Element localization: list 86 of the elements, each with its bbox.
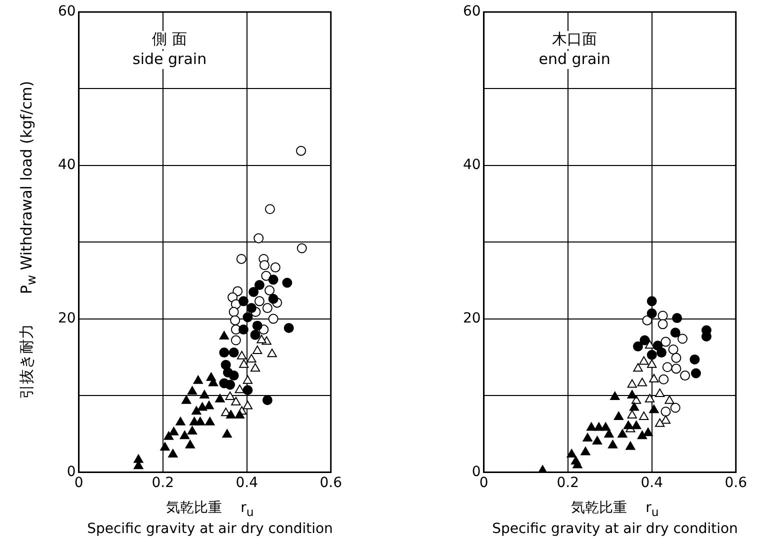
y-tick-label: 60	[462, 4, 481, 20]
x-tick-label: 0.4	[640, 475, 664, 492]
point	[226, 410, 236, 418]
y-tick-label: 60	[58, 4, 76, 20]
point	[225, 380, 236, 390]
point	[219, 348, 230, 358]
point	[236, 254, 246, 264]
point	[254, 233, 264, 244]
point	[176, 416, 186, 426]
point	[267, 348, 277, 358]
point	[270, 262, 280, 272]
point	[246, 303, 256, 314]
y-tick-label: 0	[472, 464, 481, 480]
point	[230, 335, 241, 346]
point	[236, 350, 247, 360]
y-tick-label: 20	[462, 310, 481, 326]
point	[242, 375, 253, 384]
point	[234, 384, 245, 394]
point	[164, 431, 174, 440]
y-tick-label: 40	[58, 157, 76, 174]
point	[185, 440, 195, 448]
point	[168, 449, 178, 458]
x-axis-title: 気乾比重 r$_{u}$ Specific gravity at air dry condition	[491, 500, 739, 538]
point	[264, 285, 275, 296]
point	[182, 395, 192, 404]
point	[239, 359, 249, 368]
point	[242, 385, 253, 396]
y-tick-label: 20	[58, 310, 76, 326]
point	[193, 375, 203, 384]
point	[262, 395, 272, 406]
y-tick-label: 0	[66, 464, 76, 480]
point	[160, 442, 170, 451]
point	[225, 392, 235, 400]
point	[197, 402, 208, 411]
point	[238, 296, 248, 306]
point	[254, 280, 264, 290]
point	[242, 400, 253, 410]
point	[234, 410, 245, 418]
point	[219, 330, 229, 340]
x-tick-label: 0.4	[236, 475, 258, 492]
point	[262, 303, 272, 314]
x-axis-title: 気乾比重 r$_{u}$ Specific gravity at air dry condition	[86, 500, 334, 538]
point	[192, 406, 202, 415]
point	[259, 260, 270, 270]
point	[268, 314, 278, 324]
point	[180, 430, 190, 440]
point	[250, 363, 260, 372]
point	[256, 334, 266, 344]
point	[242, 312, 253, 322]
x-tick-label: 0.2	[152, 475, 174, 492]
point	[252, 346, 262, 354]
point	[254, 296, 264, 306]
point	[250, 330, 260, 340]
point	[284, 323, 294, 334]
point	[134, 454, 144, 463]
point	[246, 354, 256, 362]
text: 側 面 side grain	[132, 30, 207, 68]
text: 木口面 end grain	[538, 30, 610, 68]
point	[195, 416, 206, 426]
point	[296, 243, 307, 254]
point	[261, 270, 272, 281]
point	[222, 429, 232, 438]
point	[296, 146, 306, 156]
point	[168, 426, 179, 436]
point	[228, 370, 239, 381]
point	[231, 396, 241, 406]
point	[264, 204, 275, 214]
y-tick-label: 40	[462, 157, 481, 174]
x-tick-label: 0.2	[556, 475, 579, 492]
point	[282, 278, 292, 288]
point	[238, 324, 248, 335]
x-tick-label: 0.6	[320, 475, 342, 492]
point	[228, 306, 239, 317]
x-tick-label: 0.6	[724, 475, 748, 492]
point	[230, 315, 240, 326]
point	[252, 320, 262, 331]
point	[248, 286, 259, 297]
point	[205, 416, 215, 426]
point	[187, 386, 198, 395]
point	[268, 274, 278, 285]
point	[228, 348, 239, 358]
point	[187, 426, 198, 435]
point	[204, 400, 214, 410]
point	[268, 294, 278, 304]
point	[200, 390, 210, 398]
point	[215, 394, 225, 402]
